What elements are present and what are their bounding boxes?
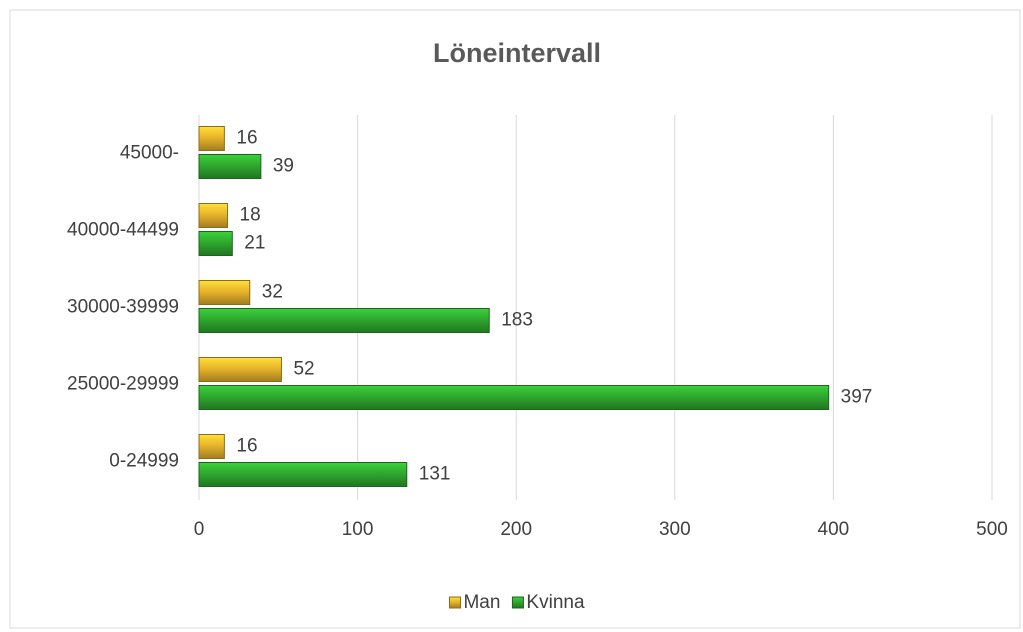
value-label: 16 — [236, 128, 257, 149]
y-tick-label: 45000- — [120, 143, 179, 164]
bar — [198, 203, 229, 228]
value-label: 131 — [419, 464, 451, 485]
bar — [198, 385, 830, 410]
bar — [198, 231, 233, 256]
chart-title: Löneintervall — [433, 38, 601, 68]
legend-swatch — [448, 596, 461, 609]
value-label: 183 — [501, 310, 533, 331]
value-label: 52 — [293, 359, 314, 380]
x-tick-label: 300 — [659, 519, 691, 540]
bar — [198, 357, 282, 382]
legend-swatch — [511, 596, 524, 609]
value-label: 397 — [841, 387, 873, 408]
x-tick-label: 400 — [818, 519, 850, 540]
bar — [198, 434, 225, 459]
legend-label: Kvinna — [526, 592, 585, 613]
y-tick-label: 0-24999 — [109, 451, 179, 472]
bar — [198, 462, 408, 487]
chart-frame — [9, 9, 1021, 629]
legend: Man Kvinna — [448, 592, 585, 613]
y-tick-label: 25000-29999 — [67, 374, 179, 395]
x-tick-label: 200 — [500, 519, 532, 540]
x-tick-label: 100 — [342, 519, 374, 540]
bar — [198, 154, 262, 179]
value-label: 16 — [236, 436, 257, 457]
bar — [198, 308, 490, 333]
value-label: 18 — [240, 205, 261, 226]
value-label: 39 — [273, 156, 294, 177]
value-label: 21 — [244, 233, 265, 254]
y-tick-label: 40000-44499 — [67, 220, 179, 241]
x-tick-label: 0 — [194, 519, 205, 540]
bar — [198, 280, 251, 305]
legend-label: Man — [463, 592, 500, 613]
y-tick-label: 30000-39999 — [67, 297, 179, 318]
x-tick-label: 500 — [976, 519, 1008, 540]
value-label: 32 — [262, 282, 283, 303]
bar — [198, 126, 225, 151]
